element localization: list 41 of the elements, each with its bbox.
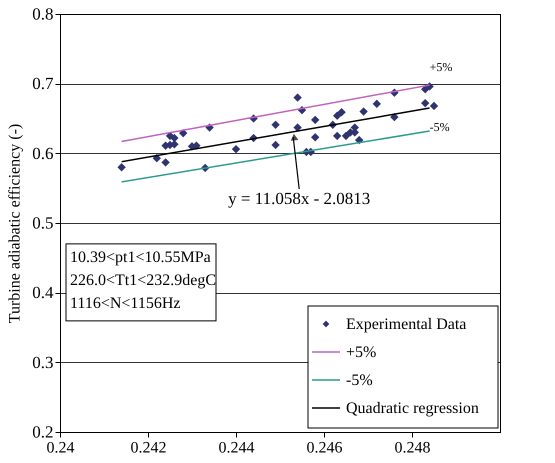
legend-label: Experimental Data (346, 316, 466, 333)
x-tick-label: 0.24 (46, 440, 74, 456)
legend-label: -5% (346, 372, 373, 389)
y-tick-label: 0.2 (32, 422, 54, 442)
point (293, 93, 302, 102)
legend-label: +5% (346, 344, 376, 361)
point (293, 123, 302, 132)
y-tick-label: 0.6 (32, 144, 54, 163)
point (337, 108, 346, 116)
point (430, 102, 438, 110)
point (311, 116, 320, 124)
point (311, 133, 320, 142)
x-tick-label: 0.246 (306, 440, 342, 456)
point (342, 132, 350, 140)
point (271, 140, 280, 150)
point (161, 158, 170, 167)
point (421, 98, 430, 108)
point (333, 112, 342, 120)
annotation: 1116<N<1156Hz (70, 294, 180, 312)
annotation: 10.39<pt1<10.55MPa (70, 248, 211, 266)
y-axis-title: Turbine adiabatic efficiency (-) (6, 124, 24, 324)
point (359, 107, 368, 116)
text: -5% (430, 120, 450, 134)
point (170, 134, 179, 142)
x-tick-label: 0.244 (218, 440, 254, 456)
y-tick-label: 0.3 (32, 352, 54, 372)
point (232, 144, 240, 154)
text: +5% (430, 60, 452, 74)
y-tick-label: 0.4 (32, 283, 54, 302)
x-tick-label: 0.242 (130, 440, 166, 456)
point (372, 100, 381, 108)
point (271, 120, 280, 129)
legend-label: Quadratic regression (346, 400, 479, 417)
annotation: 226.0<Tt1<232.9degC (70, 272, 216, 289)
point (333, 132, 342, 140)
y-tick-label: 0.7 (32, 74, 54, 94)
y-tick-label: 0.8 (32, 4, 54, 24)
annotation: y = 11.058x - 2.0813 (228, 189, 370, 208)
y-tick-label: 0.5 (32, 214, 54, 232)
point (117, 163, 126, 172)
x-tick-label: 0.248 (394, 440, 430, 456)
